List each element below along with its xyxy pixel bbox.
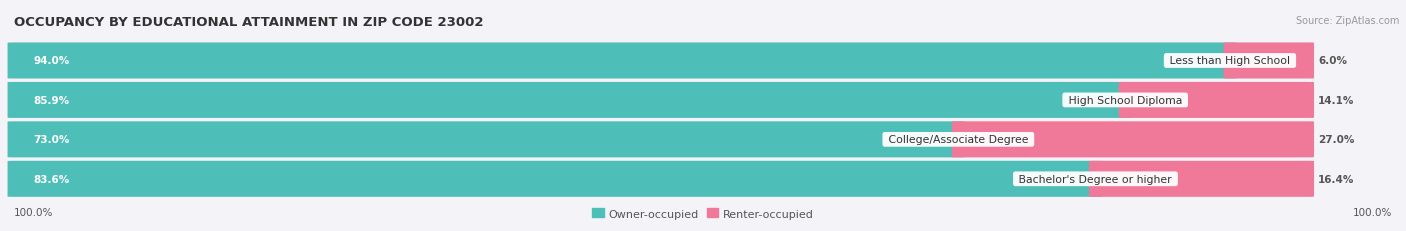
FancyBboxPatch shape bbox=[1090, 161, 1315, 197]
FancyBboxPatch shape bbox=[1119, 82, 1315, 119]
Text: Source: ZipAtlas.com: Source: ZipAtlas.com bbox=[1295, 16, 1399, 26]
FancyBboxPatch shape bbox=[7, 161, 1102, 197]
Text: College/Associate Degree: College/Associate Degree bbox=[884, 135, 1032, 145]
Text: 16.4%: 16.4% bbox=[1317, 174, 1354, 184]
Text: 73.0%: 73.0% bbox=[34, 135, 70, 145]
FancyBboxPatch shape bbox=[7, 82, 1132, 119]
FancyBboxPatch shape bbox=[7, 122, 1315, 158]
Text: 100.0%: 100.0% bbox=[1353, 207, 1392, 217]
FancyBboxPatch shape bbox=[7, 43, 1315, 79]
Text: OCCUPANCY BY EDUCATIONAL ATTAINMENT IN ZIP CODE 23002: OCCUPANCY BY EDUCATIONAL ATTAINMENT IN Z… bbox=[14, 16, 484, 29]
FancyBboxPatch shape bbox=[7, 43, 1236, 79]
FancyBboxPatch shape bbox=[1223, 43, 1315, 79]
FancyBboxPatch shape bbox=[7, 82, 1315, 119]
Legend: Owner-occupied, Renter-occupied: Owner-occupied, Renter-occupied bbox=[588, 204, 818, 223]
Text: 100.0%: 100.0% bbox=[14, 207, 53, 217]
FancyBboxPatch shape bbox=[952, 122, 1315, 158]
Text: High School Diploma: High School Diploma bbox=[1064, 95, 1185, 106]
Text: Less than High School: Less than High School bbox=[1166, 56, 1294, 66]
Text: 6.0%: 6.0% bbox=[1317, 56, 1347, 66]
Text: Bachelor's Degree or higher: Bachelor's Degree or higher bbox=[1015, 174, 1175, 184]
Text: 14.1%: 14.1% bbox=[1317, 95, 1354, 106]
FancyBboxPatch shape bbox=[7, 161, 1315, 197]
Text: 94.0%: 94.0% bbox=[34, 56, 70, 66]
Text: 85.9%: 85.9% bbox=[34, 95, 69, 106]
FancyBboxPatch shape bbox=[7, 122, 965, 158]
Text: 27.0%: 27.0% bbox=[1317, 135, 1354, 145]
Text: 83.6%: 83.6% bbox=[34, 174, 70, 184]
